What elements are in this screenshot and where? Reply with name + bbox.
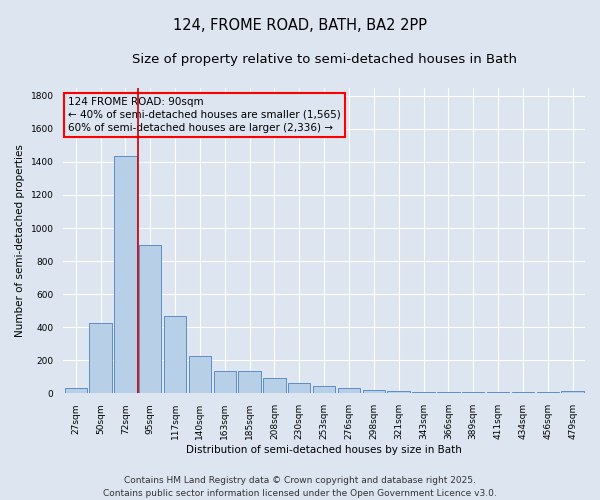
Text: 124 FROME ROAD: 90sqm
← 40% of semi-detached houses are smaller (1,565)
60% of s: 124 FROME ROAD: 90sqm ← 40% of semi-deta… [68, 96, 341, 133]
Bar [89, 323, 112, 394]
Bar [139, 244, 161, 394]
X-axis label: Distribution of semi-detached houses by size in Bath: Distribution of semi-detached houses by … [186, 445, 462, 455]
Bar [462, 392, 484, 394]
Text: 124, FROME ROAD, BATH, BA2 2PP: 124, FROME ROAD, BATH, BA2 2PP [173, 18, 427, 32]
Bar [65, 388, 87, 394]
Bar [288, 384, 310, 394]
Bar [338, 388, 360, 394]
Bar [536, 392, 559, 394]
Bar [388, 391, 410, 394]
Bar [164, 316, 186, 394]
Bar [214, 371, 236, 394]
Bar [512, 392, 534, 394]
Bar [487, 392, 509, 394]
Bar [263, 378, 286, 394]
Title: Size of property relative to semi-detached houses in Bath: Size of property relative to semi-detach… [131, 52, 517, 66]
Bar [189, 356, 211, 394]
Bar [437, 392, 460, 394]
Bar [562, 391, 584, 394]
Bar [238, 371, 261, 394]
Bar [412, 392, 434, 394]
Y-axis label: Number of semi-detached properties: Number of semi-detached properties [15, 144, 25, 337]
Bar [362, 390, 385, 394]
Text: Contains HM Land Registry data © Crown copyright and database right 2025.
Contai: Contains HM Land Registry data © Crown c… [103, 476, 497, 498]
Bar [114, 156, 137, 394]
Bar [313, 386, 335, 394]
